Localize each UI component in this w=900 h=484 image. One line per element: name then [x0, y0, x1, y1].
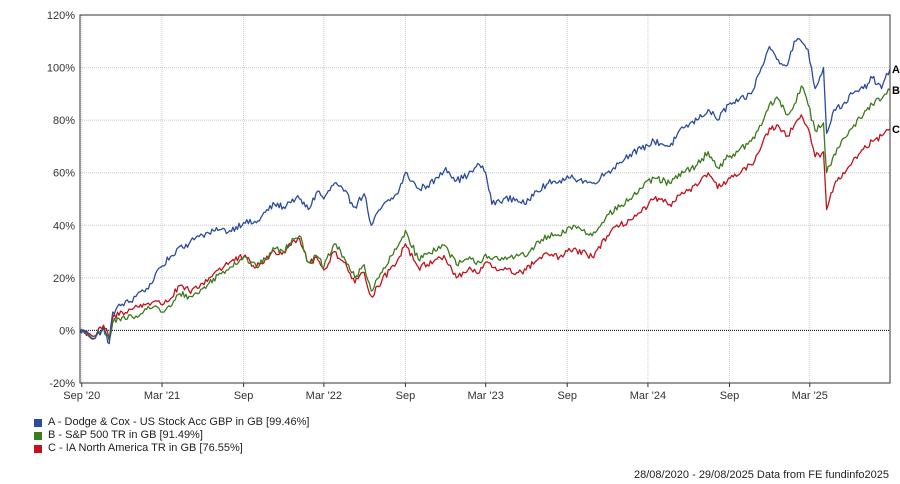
x-tick-label: Mar '24: [630, 390, 666, 402]
x-tick-label: Sep '20: [63, 390, 100, 402]
legend-item-a: A - Dodge & Cox - US Stock Acc GBP in GB…: [34, 416, 309, 429]
y-tick-label: -20%: [49, 378, 75, 390]
x-tick-label: Mar '21: [144, 390, 180, 402]
legend-swatch-a: [34, 418, 42, 427]
end-label-a: A: [892, 64, 900, 76]
y-tick-label: 0%: [59, 325, 75, 337]
y-tick-label: 100%: [47, 63, 75, 75]
performance-chart: AB C 120% 100% 80% 60% 40% 20% 0% -20% Sep '20 Ma…: [47, 10, 900, 402]
x-tick-label: Mar '23: [467, 390, 503, 402]
x-tick-label: Mar '25: [792, 390, 828, 402]
series-line-c: [79, 114, 891, 339]
y-tick-label: 120%: [47, 10, 75, 22]
y-tick-label: 40%: [53, 220, 75, 232]
x-tick-labels: Sep '20 Mar '21 Sep Mar '22 Sep Mar '23 Sep Mar…: [63, 390, 828, 402]
legend-item-c: C - IA North America TR in GB [76.55%]: [34, 442, 309, 455]
legend-label-a: A - Dodge & Cox - US Stock Acc GBP in GB…: [48, 416, 310, 428]
legend-item-b: B - S&P 500 TR in GB [91.49%]: [34, 429, 309, 442]
series-line-a: [79, 37, 891, 345]
y-tick-labels: 120% 100% 80% 60% 40% 20% 0% -20%: [47, 10, 75, 390]
legend-swatch-c: [34, 444, 42, 453]
x-tick-label: Mar '22: [306, 390, 342, 402]
x-tick-label: Sep: [720, 390, 740, 402]
x-tick-label: Sep: [234, 390, 254, 402]
series-lines: [79, 37, 891, 345]
x-tick-label: Sep: [396, 390, 416, 402]
plot-area-border: [79, 14, 891, 384]
plot-area-background: [80, 15, 890, 383]
series-line-b: [79, 85, 891, 342]
y-tick-label: 60%: [53, 168, 75, 180]
y-tick-label: 80%: [53, 115, 75, 127]
end-label-c: C: [892, 124, 900, 136]
footer-source: 28/08/2020 - 29/08/2025 Data from FE fun…: [633, 469, 889, 481]
legend-label-b: B - S&P 500 TR in GB [91.49%]: [48, 429, 203, 441]
legend: A - Dodge & Cox - US Stock Acc GBP in GB…: [34, 416, 309, 455]
x-tick-label: Sep: [557, 390, 577, 402]
y-tick-label: 20%: [53, 273, 75, 285]
end-label-b: B: [892, 85, 900, 97]
end-labels: AB C: [892, 64, 900, 136]
legend-label-c: C - IA North America TR in GB [76.55%]: [48, 442, 243, 454]
legend-swatch-b: [34, 431, 42, 440]
